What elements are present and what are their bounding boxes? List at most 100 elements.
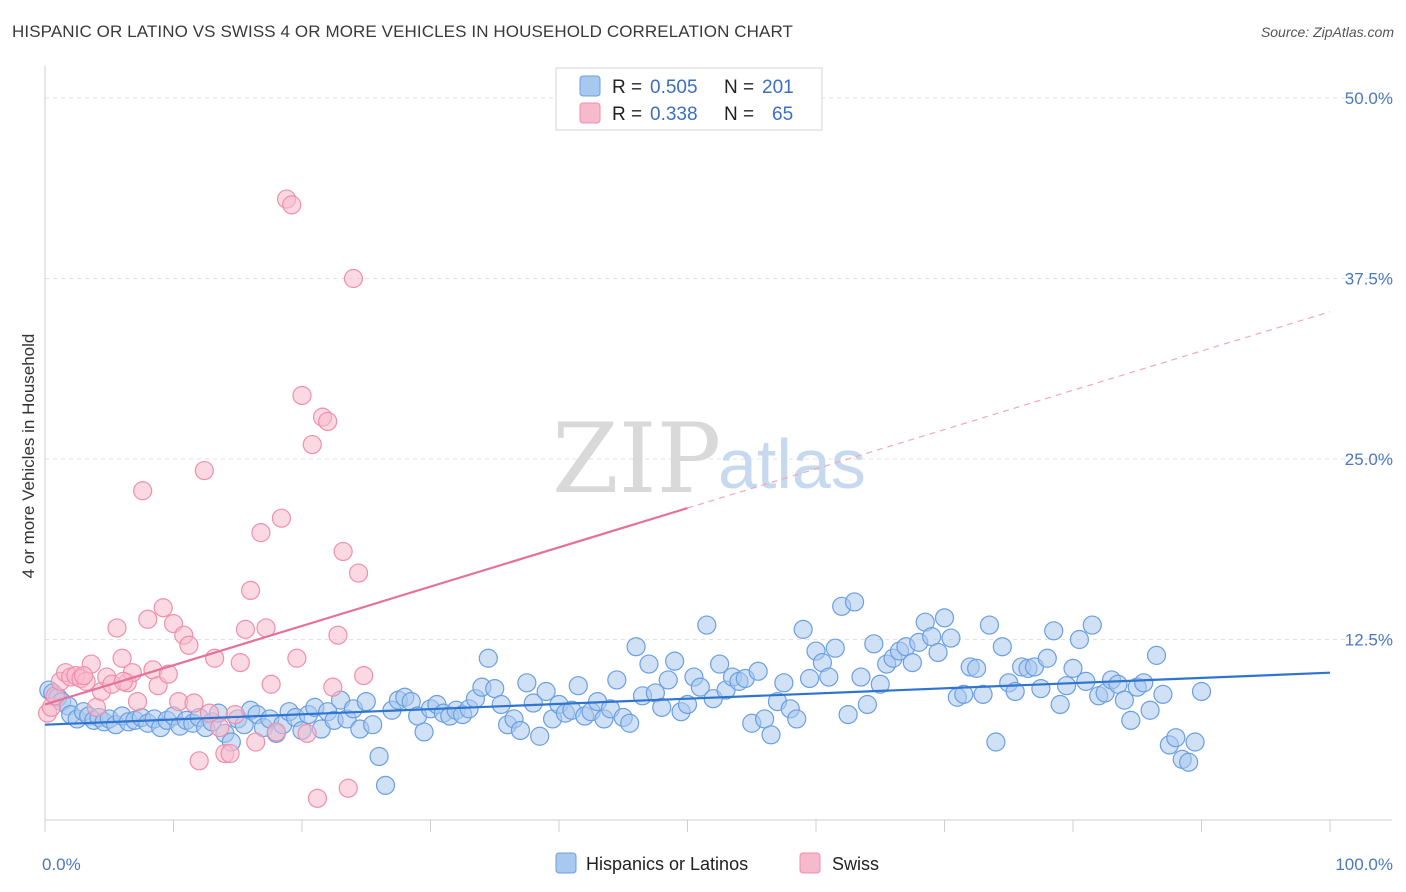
hispanic-point [1134,673,1154,693]
trend-line-swiss [44,507,688,706]
hispanic-point [819,667,839,687]
swiss-point [354,665,374,686]
swiss-point [271,508,292,528]
legend-bottom-label-swiss: Swiss [832,854,879,874]
swiss-point [333,541,353,562]
swiss-point [112,648,132,668]
hispanic-point [799,668,820,689]
swiss-point [266,722,286,742]
hispanic-point [1037,648,1057,668]
legend-top: R = 0.505 N = 201 R = 0.338 N = 65 [555,67,823,131]
hispanic-point [652,697,672,717]
hispanic-point [864,634,884,654]
swiss-point [220,743,240,764]
swiss-point [133,481,153,501]
swiss-point [307,788,328,808]
hispanic-point [1153,684,1173,704]
hispanic-point [1069,629,1090,650]
swiss-point [127,691,148,712]
swiss-point [297,723,317,743]
legend-r-value: 0.338 [650,104,698,125]
swiss-point [235,619,256,639]
hispanic-point [979,615,1000,635]
hispanic-point [568,676,588,696]
hispanic-point [1044,621,1064,641]
hispanic-point [857,694,878,715]
hispanic-point [1166,728,1186,748]
hispanic-point [941,628,961,648]
legend-n-label: N = [724,77,754,98]
swiss-point [328,625,348,645]
swiss-point [338,778,358,798]
hispanic-point [697,615,717,635]
legend-n-value: 65 [772,104,793,125]
legend-n-value: 201 [762,77,794,98]
hispanic-point [536,681,556,702]
swiss-point [323,677,343,697]
hispanic-point [838,704,858,725]
hispanic-point [1146,645,1167,665]
legend-swatch-hispanic [579,75,601,97]
swiss-point [86,697,107,717]
swiss-point [241,580,261,601]
hispanic-point [934,608,955,628]
hispanic-point [1140,700,1160,720]
hispanic-point [1191,681,1212,702]
swiss-point [179,635,199,655]
hispanic-point [973,684,993,704]
hispanic-point [967,658,987,678]
hispanic-point [1050,694,1070,715]
x-tick-label: 0.0% [42,855,81,874]
y-tick-label: 50.0% [1345,89,1393,108]
data-points [37,189,1212,808]
hispanic-point [523,693,543,713]
hispanic-point [607,670,627,690]
hispanic-point [1114,690,1135,710]
hispanic-point [369,746,389,767]
hispanic-point [1179,752,1199,772]
hispanic-point [1031,678,1051,699]
swiss-point [225,704,245,725]
hispanic-point [710,654,730,674]
hispanic-point [1082,615,1102,635]
swiss-point [348,563,369,583]
hispanic-point [986,732,1006,752]
legend-bottom-label-hispanic: Hispanics or Latinos [586,854,748,874]
swiss-point [73,665,94,686]
swiss-point [343,268,363,289]
trend-line-swiss-extension [687,311,1331,509]
hispanic-point [356,691,376,712]
hispanic-point [1005,681,1025,702]
legend-r-value: 0.505 [650,77,698,98]
hispanic-point [851,667,871,687]
trend-lines [44,311,1331,726]
x-tick-label: 100.0% [1335,855,1393,874]
legend-r-label: R = [612,77,642,98]
hispanic-point [761,725,781,745]
hispanic-point [1063,658,1083,678]
swiss-point [210,717,230,738]
hispanic-point [774,673,794,693]
hispanic-point [928,642,948,663]
legend-swatch-swiss [579,102,601,124]
hispanic-point [375,775,396,795]
swiss-point [184,693,204,713]
hispanic-point [825,638,845,658]
hispanic-point [954,684,974,704]
hispanic-point [363,715,383,735]
hispanic-point [658,670,678,690]
legend-bottom-swatch-hispanic [555,852,577,874]
legend-bottom-swatch-swiss [799,852,821,874]
gridlines [45,97,1392,640]
chart-title: HISPANIC OR LATINO VS SWISS 4 OR MORE VE… [12,22,794,41]
y-tick-labels: 12.5% 25.0% 37.5% 50.0% [1345,89,1393,650]
hispanic-point [992,637,1012,657]
hispanic-point [639,654,659,674]
swiss-point [138,609,158,629]
hispanic-point [626,637,646,657]
hispanic-point [787,709,807,729]
x-tick-labels: 0.0% 100.0% [42,855,1393,874]
y-tick-label: 25.0% [1345,450,1393,469]
trend-line-hispanic [44,671,1331,726]
